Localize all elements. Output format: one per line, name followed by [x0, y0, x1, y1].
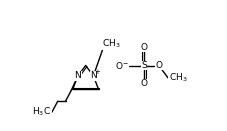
Text: N: N [90, 71, 97, 80]
Text: O: O [141, 43, 148, 52]
Text: H$_3$C: H$_3$C [32, 106, 51, 118]
Text: O: O [141, 79, 148, 88]
Text: +: + [94, 69, 100, 75]
Text: O: O [155, 61, 162, 70]
Text: N: N [74, 71, 81, 80]
Text: O$^{-}$: O$^{-}$ [115, 60, 129, 71]
Text: CH$_3$: CH$_3$ [169, 72, 187, 84]
Text: CH$_3$: CH$_3$ [102, 37, 121, 50]
Text: S: S [141, 61, 147, 70]
